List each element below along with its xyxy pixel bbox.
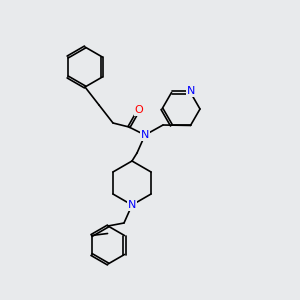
Text: N: N xyxy=(187,85,196,95)
Text: O: O xyxy=(135,105,143,115)
Text: N: N xyxy=(141,130,149,140)
Text: N: N xyxy=(128,200,136,210)
